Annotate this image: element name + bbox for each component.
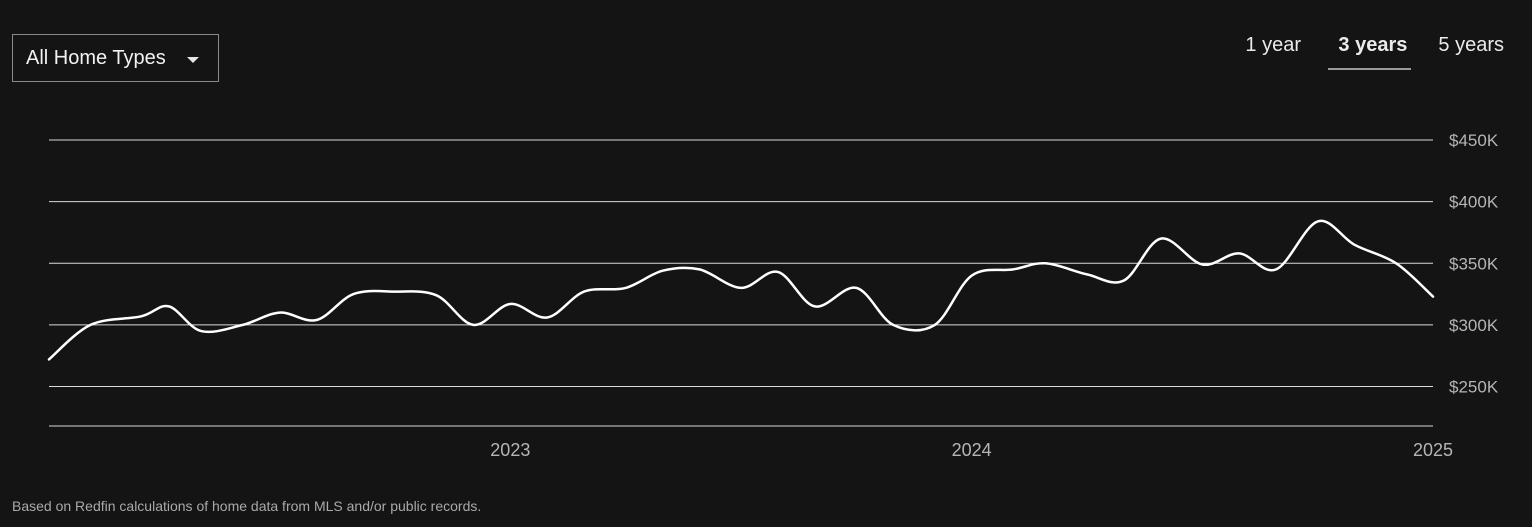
- x-tick-label: 2023: [490, 440, 530, 460]
- home-type-selected: All Home Types: [26, 46, 166, 69]
- tab-5-years[interactable]: 5 years: [1438, 34, 1504, 56]
- median-price-line: [47, 219, 1435, 361]
- y-tick-label: $300K: [1449, 316, 1499, 335]
- data-source-footnote: Based on Redfin calculations of home dat…: [12, 498, 482, 514]
- tab-3-years[interactable]: 3 years: [1338, 34, 1408, 56]
- home-type-dropdown[interactable]: All Home Types: [12, 34, 219, 82]
- active-tab-underline: [1328, 68, 1411, 70]
- y-tick-label: $400K: [1449, 193, 1499, 212]
- x-tick-label: 2025: [1413, 440, 1453, 460]
- tab-1-year[interactable]: 1 year: [1245, 34, 1301, 56]
- x-tick-label: 2024: [952, 440, 992, 460]
- y-tick-label: $450K: [1449, 131, 1499, 150]
- y-tick-label: $350K: [1449, 254, 1499, 273]
- caret-down-icon: [187, 57, 199, 63]
- y-tick-label: $250K: [1449, 378, 1499, 397]
